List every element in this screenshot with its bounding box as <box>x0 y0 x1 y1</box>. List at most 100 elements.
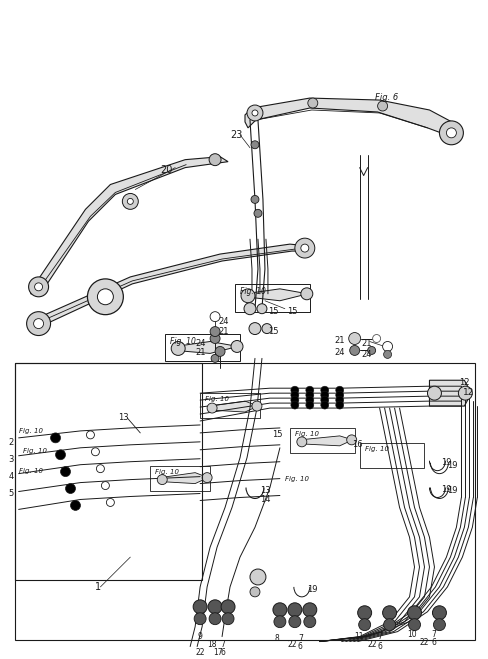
Text: Fig. 10: Fig. 10 <box>19 468 42 474</box>
Circle shape <box>222 613 234 625</box>
Circle shape <box>432 606 447 619</box>
Text: 22: 22 <box>367 640 377 648</box>
Text: 12: 12 <box>464 388 475 397</box>
Circle shape <box>367 347 376 355</box>
Circle shape <box>383 341 392 351</box>
Text: 24: 24 <box>335 349 345 357</box>
Circle shape <box>70 500 81 511</box>
Text: 24: 24 <box>218 317 228 326</box>
Text: 6: 6 <box>431 637 436 646</box>
Text: 7: 7 <box>378 631 383 641</box>
Circle shape <box>433 619 446 631</box>
Text: 15: 15 <box>287 306 297 316</box>
Circle shape <box>65 484 76 494</box>
Circle shape <box>34 319 43 329</box>
Circle shape <box>321 401 329 409</box>
Text: 7: 7 <box>298 633 303 643</box>
Circle shape <box>29 277 49 297</box>
Polygon shape <box>31 157 228 294</box>
Text: 23: 23 <box>230 130 243 140</box>
Circle shape <box>194 613 206 625</box>
Polygon shape <box>210 401 258 412</box>
Circle shape <box>349 333 361 345</box>
Text: 7: 7 <box>431 629 436 639</box>
Circle shape <box>295 238 315 258</box>
Text: 15: 15 <box>272 430 283 439</box>
Circle shape <box>86 431 94 439</box>
Bar <box>165 333 240 361</box>
Circle shape <box>122 194 138 210</box>
Text: 20: 20 <box>160 165 173 175</box>
Bar <box>200 393 260 418</box>
Circle shape <box>27 312 51 335</box>
Circle shape <box>306 396 314 404</box>
Text: Fig. 10: Fig. 10 <box>19 428 42 434</box>
Circle shape <box>306 391 314 399</box>
Circle shape <box>61 467 70 476</box>
Text: 11: 11 <box>355 631 364 641</box>
Circle shape <box>209 613 221 625</box>
Circle shape <box>254 210 262 217</box>
Circle shape <box>210 333 220 343</box>
Circle shape <box>336 391 344 399</box>
Circle shape <box>274 616 286 627</box>
Circle shape <box>91 448 100 456</box>
Circle shape <box>304 616 316 627</box>
Circle shape <box>306 386 314 394</box>
Text: Fig. 10: Fig. 10 <box>170 337 196 345</box>
Circle shape <box>211 355 219 362</box>
Circle shape <box>250 587 260 597</box>
Circle shape <box>346 435 357 445</box>
Circle shape <box>288 603 302 617</box>
Polygon shape <box>245 98 459 138</box>
Text: 21: 21 <box>335 335 345 345</box>
Circle shape <box>383 606 397 619</box>
Circle shape <box>458 386 472 400</box>
Circle shape <box>439 121 464 145</box>
Circle shape <box>321 396 329 404</box>
Text: 6: 6 <box>378 642 383 650</box>
Text: 10: 10 <box>407 629 417 639</box>
Polygon shape <box>300 436 353 446</box>
Circle shape <box>51 433 61 443</box>
Circle shape <box>207 403 217 413</box>
Text: 19: 19 <box>442 484 452 494</box>
Circle shape <box>98 289 113 304</box>
Polygon shape <box>31 244 310 335</box>
Text: 21: 21 <box>362 339 372 347</box>
Circle shape <box>249 323 261 335</box>
Polygon shape <box>160 473 208 484</box>
Circle shape <box>350 345 360 355</box>
Text: 7: 7 <box>220 640 225 648</box>
Text: Fig. 10: Fig. 10 <box>240 287 266 296</box>
Text: 15: 15 <box>268 327 279 335</box>
Circle shape <box>221 600 235 614</box>
Bar <box>15 363 202 580</box>
Circle shape <box>306 401 314 409</box>
Circle shape <box>359 619 371 631</box>
Circle shape <box>244 302 256 314</box>
Text: Fig. 10: Fig. 10 <box>285 476 309 482</box>
Text: 15: 15 <box>268 306 279 316</box>
Circle shape <box>210 312 220 322</box>
Text: Fig. 10: Fig. 10 <box>155 469 179 474</box>
Text: 22: 22 <box>420 637 429 646</box>
Circle shape <box>210 327 220 337</box>
Text: 4: 4 <box>9 472 14 480</box>
Text: 19: 19 <box>442 458 452 467</box>
Circle shape <box>247 105 263 121</box>
Text: 18: 18 <box>207 640 217 648</box>
Circle shape <box>208 600 222 614</box>
Circle shape <box>102 482 109 490</box>
Bar <box>290 428 355 453</box>
Text: 6: 6 <box>220 648 225 656</box>
Circle shape <box>384 619 396 631</box>
Circle shape <box>106 498 114 506</box>
Circle shape <box>97 465 104 473</box>
Bar <box>360 443 425 468</box>
Text: 8: 8 <box>275 633 280 643</box>
Circle shape <box>408 619 421 631</box>
Circle shape <box>321 386 329 394</box>
Text: 3: 3 <box>9 455 14 464</box>
Text: 5: 5 <box>9 488 14 498</box>
